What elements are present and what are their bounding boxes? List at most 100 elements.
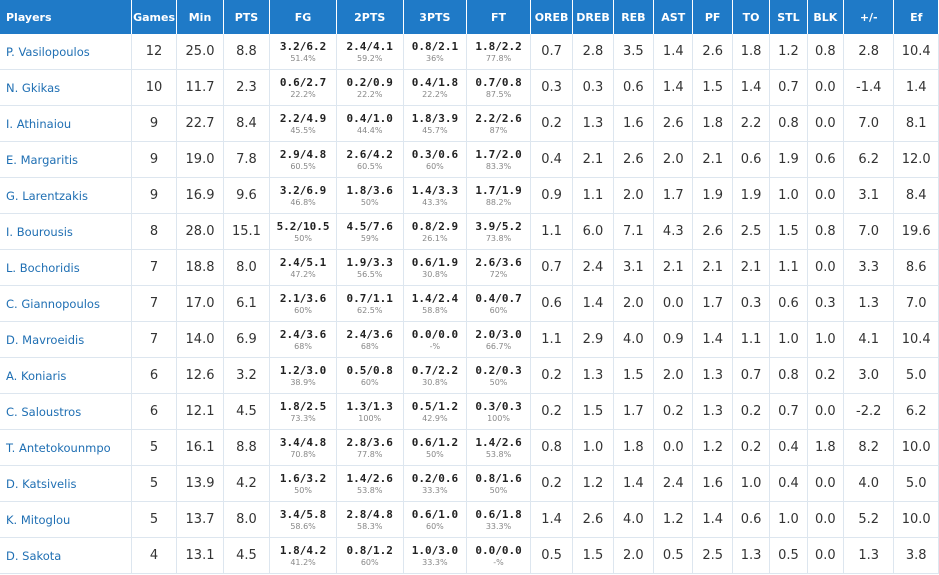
- pf-cell: 1.3: [692, 393, 733, 430]
- fg-percentage: 58.6%: [290, 521, 316, 531]
- blk-cell: 0.0: [807, 537, 844, 574]
- reb-cell: 1.5: [613, 357, 655, 394]
- ft-percentage: 87%: [489, 125, 508, 135]
- table-row: I. Athinaiou 9 22.7 8.4 2.2/4.9 45.5% 0.…: [0, 105, 939, 142]
- dreb-cell: 0.3: [572, 69, 614, 106]
- stl-cell: 1.5: [769, 213, 808, 250]
- reb-cell: 4.0: [613, 501, 655, 538]
- to-cell: 0.3: [732, 285, 771, 322]
- header-pf[interactable]: PF: [692, 0, 733, 34]
- ft-cell: 1.8/2.2 77.8%: [466, 34, 531, 70]
- ast-cell: 0.2: [653, 393, 694, 430]
- player-name-link[interactable]: C. Giannopoulos: [0, 285, 132, 322]
- fg-cell: 1.6/3.2 50%: [269, 465, 337, 502]
- dreb-cell: 1.3: [572, 105, 614, 142]
- dreb-cell: 1.3: [572, 357, 614, 394]
- ft-made-attempted: 0.6/1.8: [475, 507, 522, 521]
- header-to[interactable]: TO: [732, 0, 771, 34]
- fg-percentage: 41.2%: [290, 557, 316, 567]
- player-name-link[interactable]: E. Margaritis: [0, 141, 132, 178]
- two-pts-cell: 2.4/4.1 59.2%: [336, 34, 404, 70]
- player-name-link[interactable]: I. Bourousis: [0, 213, 132, 250]
- points-cell: 4.5: [223, 537, 271, 574]
- fg-made-attempted: 0.6/2.7: [279, 75, 327, 89]
- stl-cell: 1.0: [769, 321, 808, 358]
- player-name-link[interactable]: T. Antetokounmpo: [0, 429, 132, 466]
- two-pts-percentage: 68%: [360, 341, 379, 351]
- three-pts-made-attempted: 1.8/3.9: [411, 111, 459, 125]
- games-cell: 9: [131, 141, 178, 178]
- ft-percentage: 60%: [489, 305, 508, 315]
- ft-percentage: 50%: [489, 485, 508, 495]
- player-name-link[interactable]: G. Larentzakis: [0, 177, 132, 214]
- player-name-link[interactable]: I. Athinaiou: [0, 105, 132, 142]
- points-cell: 8.8: [223, 429, 271, 466]
- header-ast[interactable]: AST: [653, 0, 694, 34]
- player-name-link[interactable]: C. Saloustros: [0, 393, 132, 430]
- plus-minus-cell: 3.0: [843, 357, 895, 394]
- oreb-cell: 0.2: [530, 393, 574, 430]
- header-pts[interactable]: PTS: [223, 0, 271, 34]
- header-reb[interactable]: REB: [613, 0, 655, 34]
- player-name-link[interactable]: K. Mitoglou: [0, 501, 132, 538]
- player-name-link[interactable]: L. Bochoridis: [0, 249, 132, 286]
- games-cell: 9: [131, 177, 178, 214]
- fg-made-attempted: 1.6/3.2: [279, 471, 327, 485]
- header-games[interactable]: Games: [131, 0, 178, 34]
- blk-cell: 1.0: [807, 321, 844, 358]
- header-oreb[interactable]: OREB: [530, 0, 574, 34]
- efficiency-cell: 1.4: [893, 69, 939, 106]
- oreb-cell: 0.9: [530, 177, 574, 214]
- efficiency-cell: 5.0: [893, 357, 939, 394]
- header-plus-minus[interactable]: +/-: [843, 0, 895, 34]
- player-name-link[interactable]: D. Sakota: [0, 537, 132, 574]
- player-name-link[interactable]: D. Mavroeidis: [0, 321, 132, 358]
- two-pts-cell: 1.3/1.3 100%: [336, 393, 404, 430]
- dreb-cell: 2.8: [572, 34, 614, 70]
- header-fg[interactable]: FG: [269, 0, 337, 34]
- oreb-cell: 1.1: [530, 213, 574, 250]
- table-row: L. Bochoridis 7 18.8 8.0 2.4/5.1 47.2% 1…: [0, 249, 939, 286]
- table-row: D. Sakota 4 13.1 4.5 1.8/4.2 41.2% 0.8/1…: [0, 537, 939, 574]
- fg-percentage: 60.5%: [290, 161, 316, 171]
- three-pts-made-attempted: 1.4/3.3: [411, 183, 459, 197]
- fg-cell: 0.6/2.7 22.2%: [269, 69, 337, 106]
- table-row: D. Katsivelis 5 13.9 4.2 1.6/3.2 50% 1.4…: [0, 465, 939, 502]
- header-2pts[interactable]: 2PTS: [336, 0, 404, 34]
- player-name-link[interactable]: N. Gkikas: [0, 69, 132, 106]
- ast-cell: 2.4: [653, 465, 694, 502]
- oreb-cell: 0.7: [530, 249, 574, 286]
- header-stl[interactable]: STL: [769, 0, 808, 34]
- player-name-link[interactable]: P. Vasilopoulos: [0, 34, 132, 70]
- plus-minus-cell: 7.0: [843, 213, 895, 250]
- header-players[interactable]: Players: [0, 0, 132, 34]
- fg-made-attempted: 1.2/3.0: [279, 363, 327, 377]
- minutes-cell: 17.0: [176, 285, 224, 322]
- two-pts-percentage: 77.8%: [357, 449, 383, 459]
- header-ef[interactable]: Ef: [893, 0, 939, 34]
- dreb-cell: 6.0: [572, 213, 614, 250]
- ft-made-attempted: 2.2/2.6: [475, 111, 522, 125]
- ft-made-attempted: 0.0/0.0: [475, 543, 522, 557]
- player-name-link[interactable]: A. Koniaris: [0, 357, 132, 394]
- to-cell: 1.4: [732, 69, 771, 106]
- header-min[interactable]: Min: [176, 0, 224, 34]
- two-pts-made-attempted: 1.4/2.6: [346, 471, 393, 485]
- pf-cell: 2.6: [692, 213, 733, 250]
- player-name-link[interactable]: D. Katsivelis: [0, 465, 132, 502]
- ft-percentage: 33.3%: [485, 521, 512, 531]
- table-row: T. Antetokounmpo 5 16.1 8.8 3.4/4.8 70.8…: [0, 429, 939, 466]
- header-ft[interactable]: FT: [466, 0, 531, 34]
- ast-cell: 2.6: [653, 105, 694, 142]
- minutes-cell: 25.0: [176, 34, 224, 70]
- header-3pts[interactable]: 3PTS: [403, 0, 468, 34]
- header-dreb[interactable]: DREB: [572, 0, 614, 34]
- two-pts-made-attempted: 0.7/1.1: [346, 291, 393, 305]
- ft-made-attempted: 0.7/0.8: [475, 75, 522, 89]
- plus-minus-cell: 4.0: [843, 465, 895, 502]
- table-row: G. Larentzakis 9 16.9 9.6 3.2/6.9 46.8% …: [0, 177, 939, 214]
- oreb-cell: 1.1: [530, 321, 574, 358]
- blk-cell: 0.0: [807, 501, 844, 538]
- header-blk[interactable]: BLK: [807, 0, 844, 34]
- games-cell: 6: [131, 357, 178, 394]
